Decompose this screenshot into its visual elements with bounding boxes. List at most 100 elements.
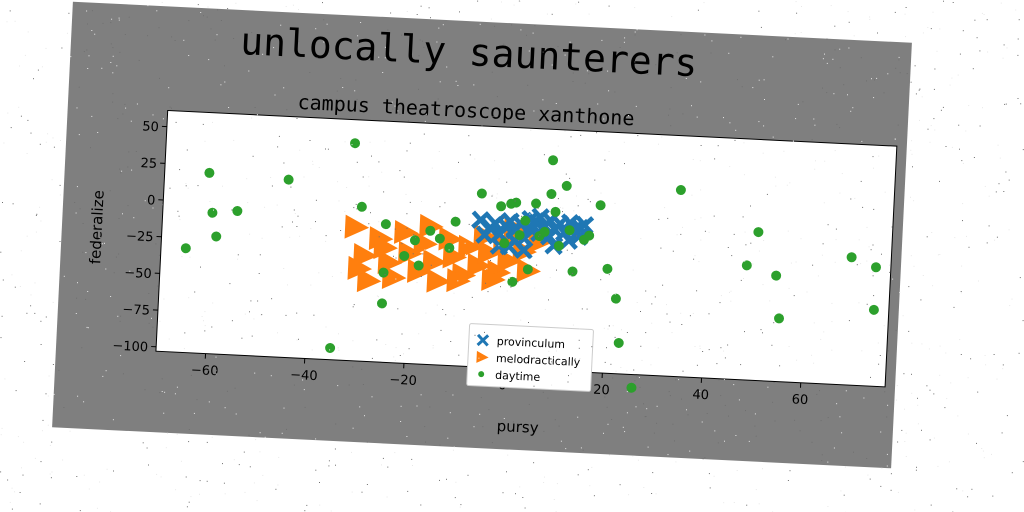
noise-speck (53, 146, 55, 148)
noise-speck (20, 250, 22, 252)
noise-speck (59, 194, 61, 196)
noise-speck (428, 7, 430, 9)
noise-speck (709, 487, 711, 489)
daytime-point (413, 260, 424, 271)
daytime-point (356, 201, 367, 212)
noise-speck (905, 36, 906, 38)
daytime-point (207, 207, 218, 218)
noise-speck (47, 395, 49, 397)
noise-speck (11, 487, 13, 489)
daytime-point (499, 238, 510, 249)
noise-speck (703, 2, 705, 4)
noise-speck (420, 5, 422, 7)
noise-speck (988, 195, 990, 197)
noise-speck (985, 364, 987, 366)
noise-speck (758, 10, 760, 12)
noise-speck (908, 330, 910, 332)
noise-speck (930, 28, 932, 30)
noise-speck (223, 482, 225, 484)
noise-speck (206, 441, 208, 443)
noise-speck (439, 479, 440, 481)
noise-speck (840, 490, 842, 492)
noise-speck (1001, 432, 1003, 434)
noise-speck (460, 504, 462, 506)
noise-speck (1006, 415, 1008, 417)
noise-speck (52, 301, 54, 303)
noise-speck (978, 280, 979, 282)
legend-box (466, 323, 594, 392)
noise-speck (904, 13, 906, 15)
noise-speck (905, 432, 907, 434)
y-axis-label: federalize (86, 190, 108, 265)
noise-speck (652, 472, 654, 474)
noise-speck (992, 495, 994, 497)
noise-speck (35, 231, 37, 233)
noise-speck (238, 464, 240, 466)
noise-speck (6, 21, 8, 23)
noise-speck (1019, 277, 1021, 279)
noise-speck (199, 493, 200, 495)
noise-speck (967, 496, 969, 498)
noise-speck (920, 299, 922, 301)
noise-speck (939, 180, 940, 182)
noise-speck (36, 213, 38, 215)
daytime-point (476, 188, 487, 199)
noise-speck (40, 461, 42, 463)
noise-speck (1018, 19, 1020, 21)
y-axis-ticks: 50 25 0 −25 −50 −75 −100 (112, 119, 167, 356)
daytime-point (610, 293, 621, 304)
noise-speck (459, 11, 460, 13)
noise-speck (910, 255, 912, 257)
noise-speck (911, 140, 913, 142)
noise-speck (913, 265, 915, 267)
noise-speck (999, 157, 1001, 159)
noise-speck (968, 246, 970, 248)
noise-speck (929, 389, 931, 391)
noise-speck (984, 355, 986, 356)
noise-speck (188, 501, 190, 503)
noise-speck (915, 93, 917, 95)
noise-speck (14, 20, 16, 22)
noise-speck (39, 206, 41, 208)
noise-speck (981, 448, 983, 449)
noise-speck (1002, 368, 1004, 370)
y-tick-label: −100 (112, 339, 148, 356)
noise-speck (933, 437, 935, 439)
noise-speck (106, 468, 108, 470)
melodractically-point (347, 255, 373, 280)
noise-speck (991, 453, 992, 455)
melodractically-point (407, 258, 432, 283)
noise-speck (760, 26, 762, 28)
noise-speck (501, 1, 502, 3)
noise-speck (801, 6, 802, 7)
melodractically-point (477, 240, 503, 265)
noise-speck (936, 50, 938, 52)
noise-speck (1011, 472, 1013, 474)
noise-speck (361, 491, 363, 493)
x-tick-label: 20 (593, 383, 610, 399)
noise-speck (1008, 179, 1010, 181)
noise-speck (869, 18, 871, 20)
noise-speck (51, 471, 53, 473)
noise-speck (723, 502, 725, 504)
noise-speck (901, 429, 903, 431)
daytime-point (774, 313, 785, 324)
noise-speck (591, 466, 593, 468)
noise-speck (19, 65, 20, 67)
noise-speck (974, 19, 976, 21)
noise-speck (1004, 103, 1006, 105)
noise-speck (11, 274, 13, 276)
y-tick-label: −50 (124, 266, 152, 282)
noise-speck (848, 21, 850, 23)
noise-speck (45, 316, 47, 318)
noise-speck (244, 491, 246, 493)
noise-speck (518, 0, 520, 2)
noise-speck (33, 78, 34, 80)
legend-label-melodractically: melodractically (496, 352, 581, 369)
noise-speck (915, 469, 917, 471)
daytime-point (553, 240, 564, 251)
noise-speck (1011, 298, 1013, 300)
daytime-point (378, 267, 389, 278)
noise-speck (160, 476, 162, 478)
noise-speck (553, 499, 555, 500)
